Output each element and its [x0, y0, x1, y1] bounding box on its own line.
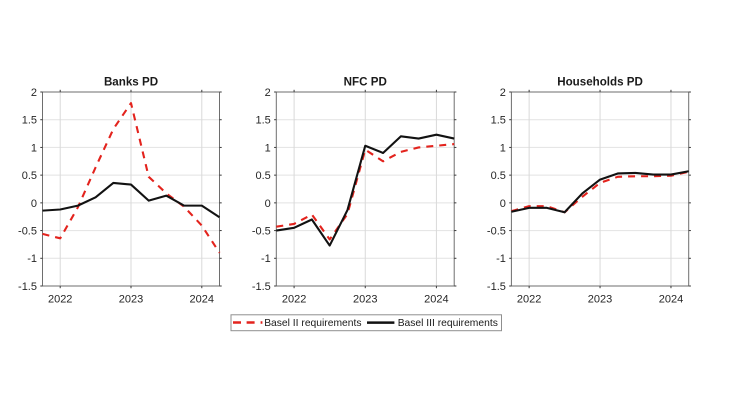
svg-text:-1.5: -1.5: [487, 281, 506, 293]
svg-text:-1: -1: [27, 253, 37, 265]
svg-text:0.5: 0.5: [491, 170, 506, 182]
svg-text:1.5: 1.5: [491, 115, 506, 127]
svg-text:2023: 2023: [119, 294, 143, 306]
svg-text:2022: 2022: [282, 294, 306, 306]
svg-text:2: 2: [500, 87, 506, 99]
svg-text:1: 1: [500, 142, 506, 154]
svg-text:Basel III requirements: Basel III requirements: [398, 318, 498, 329]
svg-text:2023: 2023: [588, 294, 612, 306]
svg-text:2023: 2023: [353, 294, 377, 306]
svg-text:-0.5: -0.5: [252, 225, 271, 237]
svg-text:Basel II requirements: Basel II requirements: [264, 318, 361, 329]
svg-text:1: 1: [31, 142, 37, 154]
svg-text:0: 0: [265, 198, 271, 210]
svg-text:0.5: 0.5: [256, 170, 271, 182]
svg-text:2024: 2024: [190, 294, 214, 306]
svg-text:NFC PD: NFC PD: [344, 76, 387, 89]
svg-text:2: 2: [31, 87, 37, 99]
svg-text:Households PD: Households PD: [557, 76, 643, 89]
svg-text:1.5: 1.5: [22, 115, 37, 127]
svg-text:0.5: 0.5: [22, 170, 37, 182]
svg-text:2: 2: [265, 87, 271, 99]
svg-text:-0.5: -0.5: [18, 225, 37, 237]
svg-text:1.5: 1.5: [256, 115, 271, 127]
svg-text:-1: -1: [496, 253, 506, 265]
svg-text:0: 0: [31, 198, 37, 210]
svg-text:2022: 2022: [517, 294, 541, 306]
svg-text:-1.5: -1.5: [252, 281, 271, 293]
svg-text:2022: 2022: [48, 294, 72, 306]
svg-text:Banks PD: Banks PD: [104, 76, 158, 89]
svg-text:-1.5: -1.5: [18, 281, 37, 293]
svg-text:-0.5: -0.5: [487, 225, 506, 237]
svg-text:1: 1: [265, 142, 271, 154]
svg-text:0: 0: [500, 198, 506, 210]
svg-text:2024: 2024: [424, 294, 448, 306]
svg-text:-1: -1: [261, 253, 271, 265]
svg-text:2024: 2024: [659, 294, 683, 306]
